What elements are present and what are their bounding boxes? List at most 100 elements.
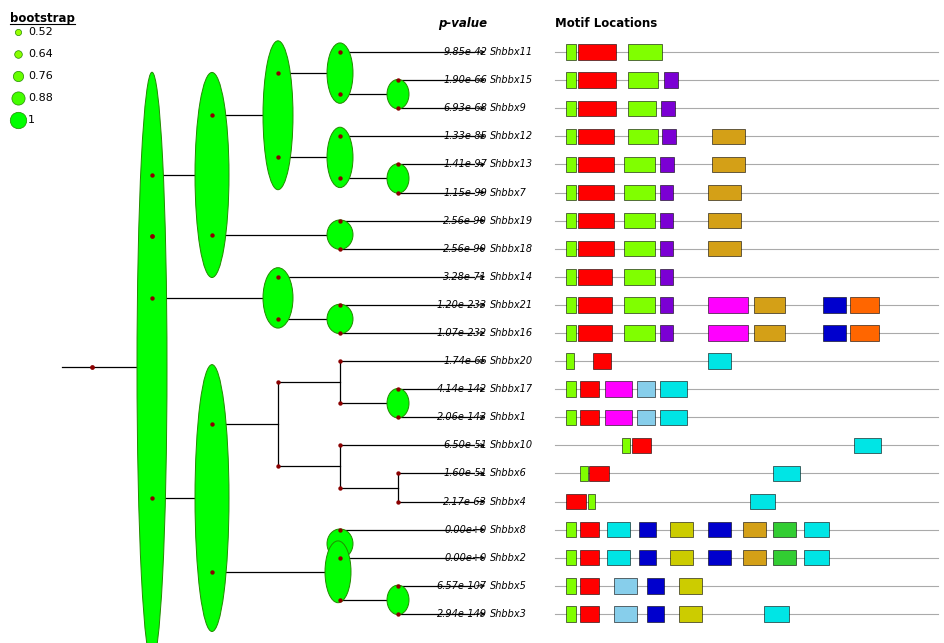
Text: 0.00e+0: 0.00e+0	[445, 553, 486, 563]
Bar	[742, 522, 765, 538]
Bar	[638, 522, 656, 538]
Text: 1.33e-85: 1.33e-85	[443, 131, 486, 141]
Bar	[565, 157, 576, 172]
Ellipse shape	[327, 220, 353, 249]
Text: 0.52: 0.52	[28, 27, 53, 37]
Bar	[711, 129, 744, 144]
Bar	[565, 578, 576, 593]
Bar	[565, 522, 576, 538]
Point	[270, 152, 285, 163]
Bar	[772, 466, 800, 481]
Bar	[614, 578, 636, 593]
Text: 1.74e-65: 1.74e-65	[443, 356, 486, 366]
Point	[332, 552, 347, 563]
Text: Shbbx3: Shbbx3	[490, 609, 527, 619]
Point	[270, 68, 285, 78]
Bar	[578, 269, 612, 285]
Bar	[589, 466, 608, 481]
Text: p-value: p-value	[437, 17, 486, 30]
Bar	[580, 606, 598, 622]
Bar	[659, 241, 672, 257]
Bar	[606, 522, 629, 538]
Text: 2.17e-63: 2.17e-63	[443, 496, 486, 507]
Bar	[565, 354, 574, 369]
Bar	[578, 241, 614, 257]
Text: Shbbx9: Shbbx9	[490, 104, 527, 113]
Text: Shbbx19: Shbbx19	[490, 215, 532, 226]
Text: Shbbx10: Shbbx10	[490, 440, 532, 450]
Point	[390, 581, 405, 591]
Ellipse shape	[387, 80, 409, 109]
Bar	[565, 213, 576, 228]
Bar	[565, 325, 576, 341]
Text: 2.06e-143: 2.06e-143	[436, 412, 486, 422]
Text: Shbbx8: Shbbx8	[490, 525, 527, 535]
Bar	[849, 297, 878, 312]
Text: 9.85e-42: 9.85e-42	[443, 47, 486, 57]
Bar	[647, 606, 664, 622]
Text: Shbbx11: Shbbx11	[490, 47, 532, 57]
Text: 6.50e-51: 6.50e-51	[443, 440, 486, 450]
Bar	[593, 354, 610, 369]
Bar	[772, 522, 796, 538]
Point	[390, 468, 405, 478]
Bar	[580, 578, 598, 593]
Bar	[659, 185, 672, 200]
Bar	[578, 325, 612, 341]
Text: 1.07e-232: 1.07e-232	[436, 328, 486, 338]
Bar	[623, 325, 654, 341]
Point	[144, 231, 160, 242]
Bar	[753, 297, 784, 312]
Point	[332, 244, 347, 254]
Point	[204, 110, 219, 120]
Text: Shbbx2: Shbbx2	[490, 553, 527, 563]
Bar	[638, 550, 656, 565]
Bar	[565, 606, 576, 622]
Bar	[578, 44, 615, 60]
Point	[204, 566, 219, 577]
Bar	[750, 494, 774, 509]
Point	[390, 412, 405, 422]
Bar	[604, 410, 631, 425]
Bar	[580, 466, 587, 481]
Text: 0.88: 0.88	[28, 93, 53, 103]
Bar	[664, 73, 677, 88]
Text: Shbbx6: Shbbx6	[490, 469, 527, 478]
Point	[204, 230, 219, 240]
Bar	[565, 73, 576, 88]
Text: bootstrap: bootstrap	[10, 12, 75, 25]
Bar	[565, 410, 576, 425]
Bar	[742, 550, 765, 565]
Bar	[636, 381, 654, 397]
Bar	[627, 73, 658, 88]
Ellipse shape	[327, 529, 353, 559]
Ellipse shape	[325, 541, 350, 602]
Bar	[627, 100, 656, 116]
Point	[270, 314, 285, 324]
Text: Shbbx18: Shbbx18	[490, 244, 532, 254]
Point	[332, 356, 347, 367]
Point	[144, 170, 160, 180]
Bar	[707, 213, 740, 228]
Bar	[578, 185, 614, 200]
Bar	[803, 522, 828, 538]
Text: Shbbx21: Shbbx21	[490, 300, 532, 310]
Point	[332, 174, 347, 184]
Text: 0.76: 0.76	[28, 71, 53, 81]
Text: 6.57e-107: 6.57e-107	[436, 581, 486, 591]
Bar	[627, 129, 658, 144]
Ellipse shape	[194, 365, 228, 631]
Bar	[659, 213, 672, 228]
Point	[332, 595, 347, 605]
Bar	[849, 325, 878, 341]
Bar	[753, 325, 784, 341]
Bar	[822, 297, 845, 312]
Text: 2.56e-90: 2.56e-90	[443, 244, 486, 254]
Point	[390, 384, 405, 394]
Ellipse shape	[387, 164, 409, 194]
Text: 4.14e-142: 4.14e-142	[436, 384, 486, 394]
Text: 1.15e-99: 1.15e-99	[443, 188, 486, 197]
Text: 3.28e-71: 3.28e-71	[443, 272, 486, 282]
Text: 1.41e-97: 1.41e-97	[443, 159, 486, 169]
Bar	[659, 269, 672, 285]
